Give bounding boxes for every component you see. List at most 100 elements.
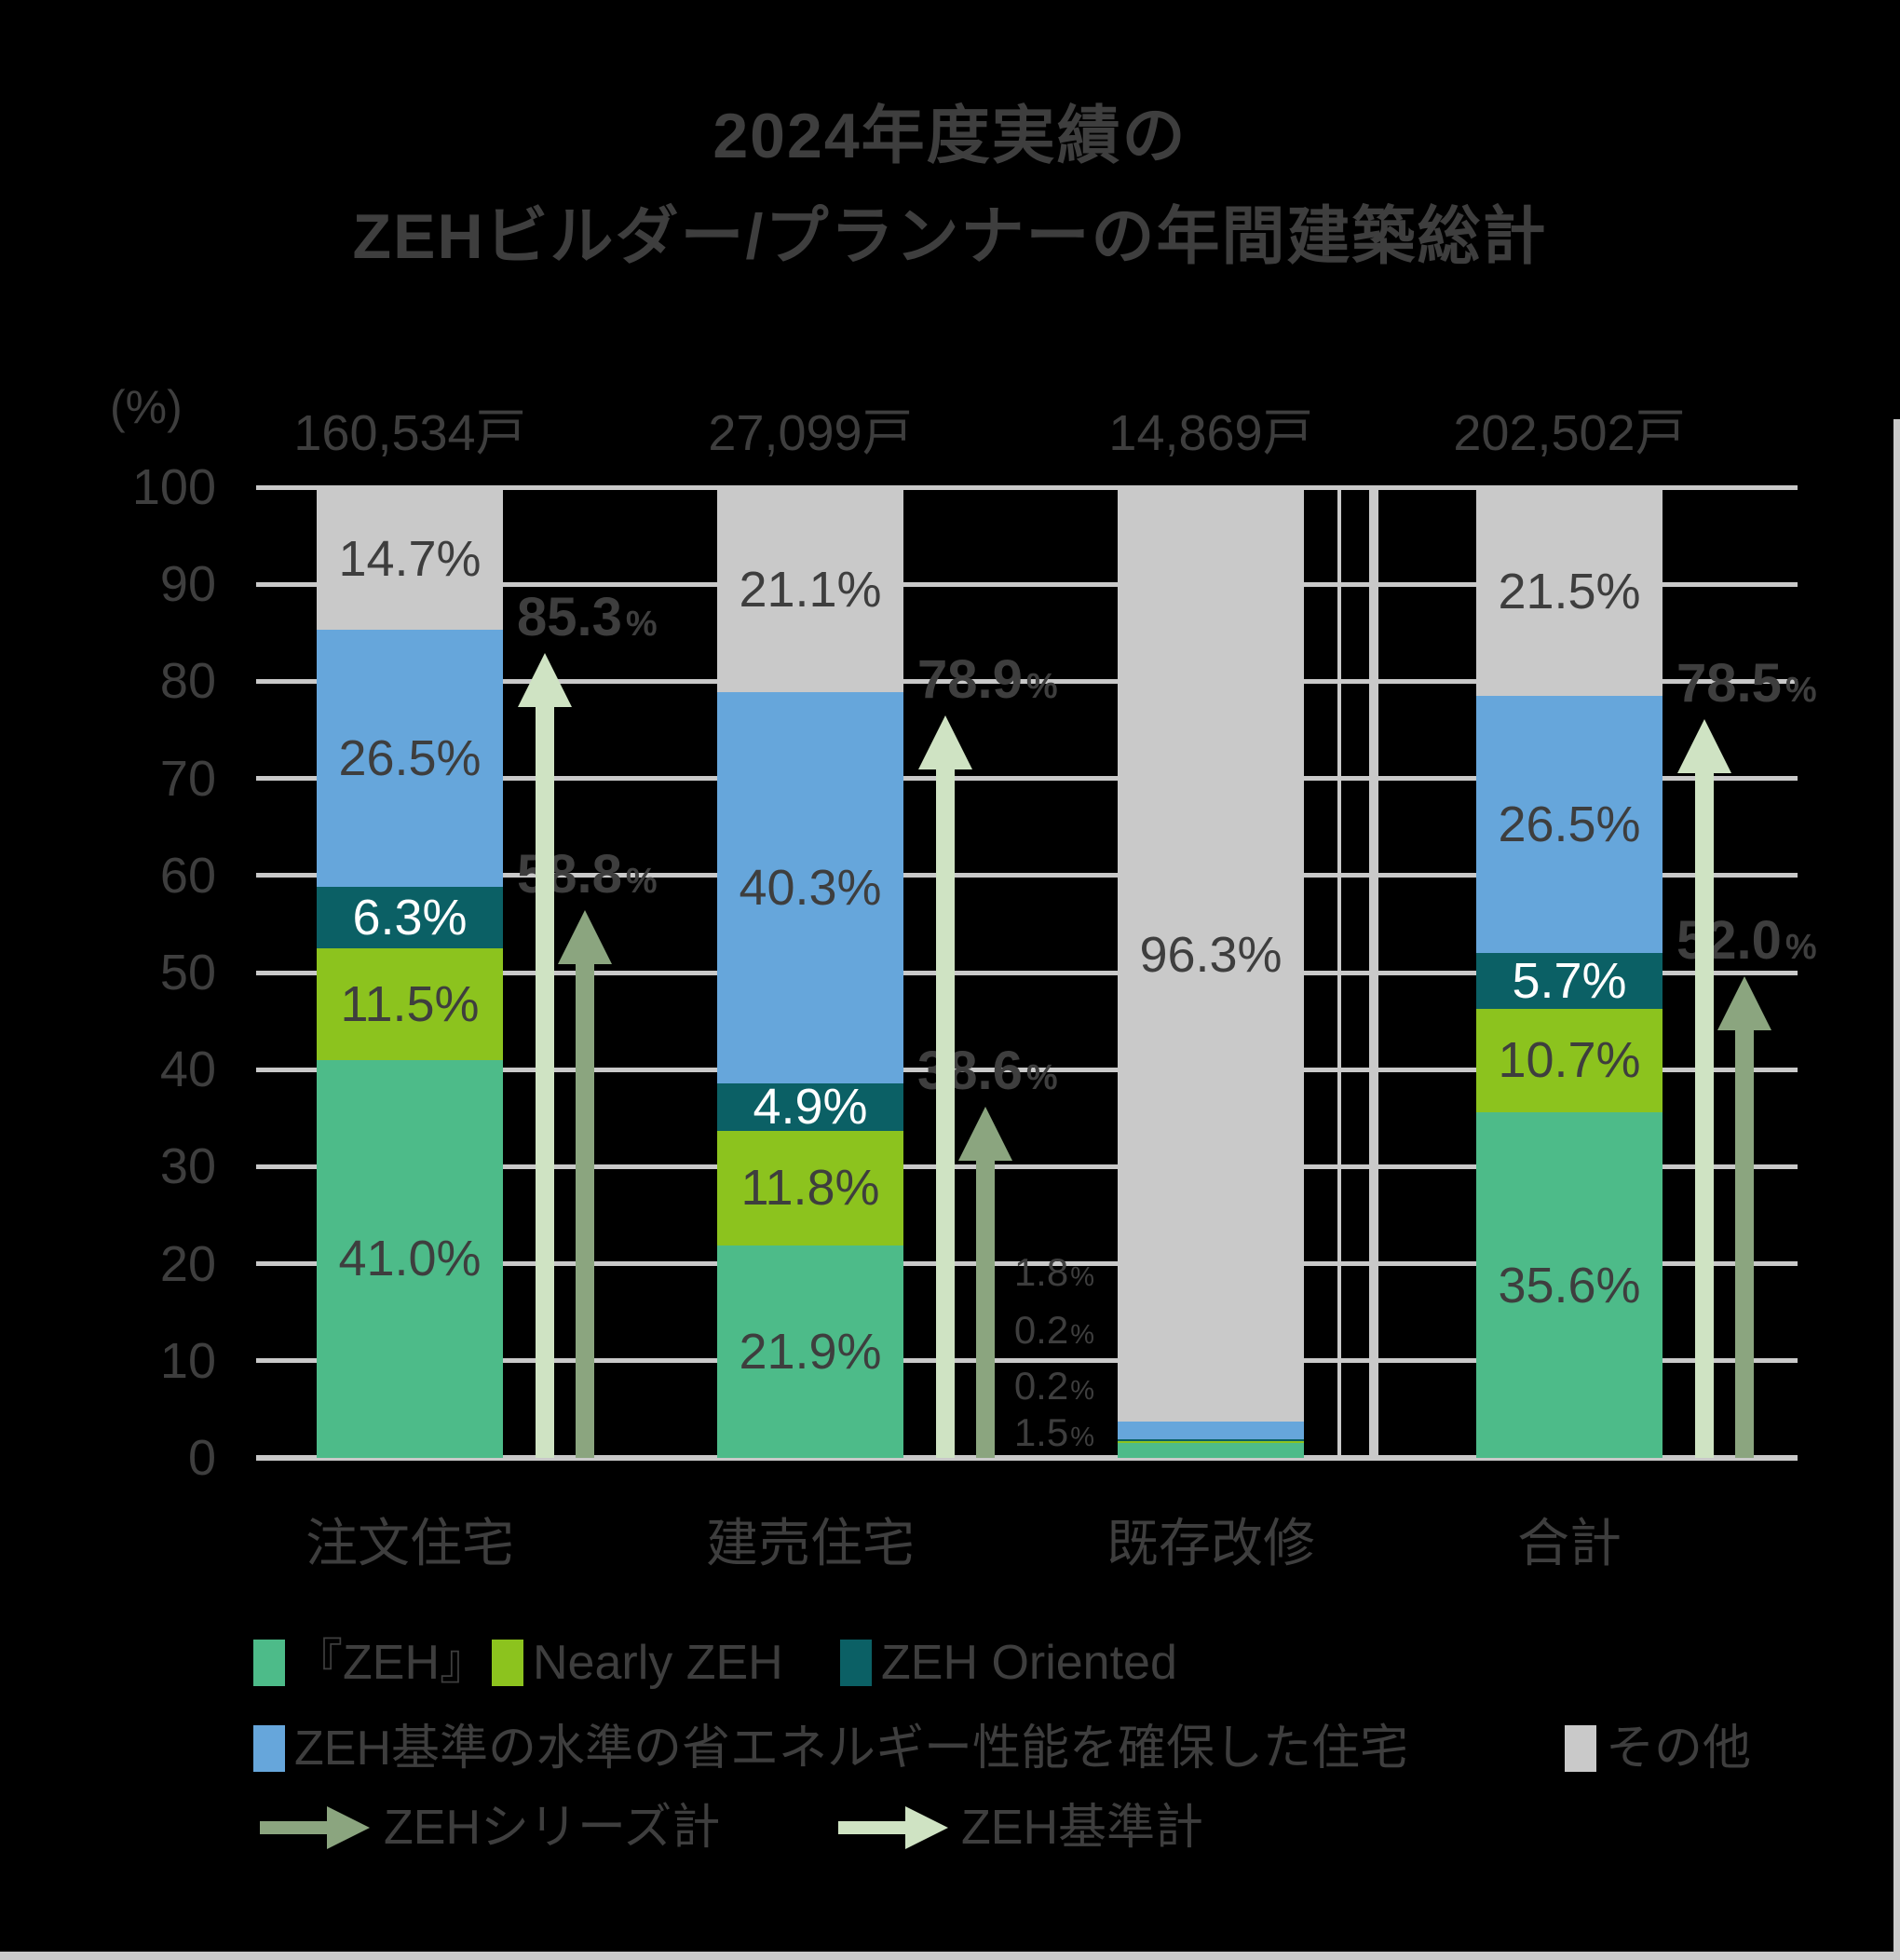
gridline-30 xyxy=(256,1164,1798,1169)
zeh-series-total-arrowhead-1 xyxy=(958,1106,1012,1161)
legend-swatch-other xyxy=(1565,1725,1596,1772)
zeh-standard-total-arrowhead-3 xyxy=(1677,719,1731,774)
zeh-series-total-arrow-num: 38.6 xyxy=(917,1040,1023,1101)
bar-1-label-nearly: 11.8% xyxy=(740,1160,880,1217)
section-separator-thick xyxy=(1369,487,1378,1461)
legend-arrow_series-arrow-shaft xyxy=(260,1821,329,1834)
gridline-10 xyxy=(256,1358,1798,1364)
gridline-90 xyxy=(256,581,1798,587)
bar-3-segment-zeh xyxy=(1476,1112,1662,1458)
legend-swatch-kijun xyxy=(253,1725,285,1772)
bar-0-label-nearly: 11.5% xyxy=(340,975,480,1032)
zeh-series-total-arrow-label-0: 58.8% xyxy=(517,843,658,905)
chart-title: 2024年度実績の ZEHビルダー/プランナーの年間建築総計 xyxy=(0,86,1900,287)
bar-2-outside-label-nearly: 0.2% xyxy=(815,1364,1094,1409)
y-tick-40: 40 xyxy=(159,1041,216,1098)
bar-2-segment-kijun xyxy=(1118,1422,1304,1440)
zeh-series-total-arrow-percent: % xyxy=(1025,1057,1058,1097)
zeh-series-total-arrow-shaft-3 xyxy=(1735,1025,1754,1458)
bar-0-segment-other xyxy=(317,487,503,631)
zeh-series-total-arrow-percent: % xyxy=(1785,928,1817,968)
bar-0-segment-oriented xyxy=(317,887,503,948)
bar-1-segment-other xyxy=(717,487,903,692)
bar-0-segment-zeh xyxy=(317,1059,503,1458)
bar-0-segment-nearly xyxy=(317,947,503,1060)
y-tick-0: 0 xyxy=(187,1430,216,1486)
bar-3-label-nearly: 10.7% xyxy=(1498,1032,1641,1089)
bar-1-segment-nearly xyxy=(717,1130,903,1245)
y-tick-60: 60 xyxy=(159,847,216,904)
zeh-standard-total-arrow-label-3: 78.5% xyxy=(1676,652,1817,715)
y-tick-50: 50 xyxy=(159,945,216,1000)
gridline-20 xyxy=(256,1261,1798,1267)
outside-label-num: 0.2 xyxy=(1013,1364,1069,1408)
bar-3-label-oriented: 5.7% xyxy=(1512,952,1627,1009)
zeh-standard-total-arrow-percent: % xyxy=(1785,671,1817,711)
legend-arrow_series-arrowhead xyxy=(327,1806,370,1849)
bar-2-outside-label-zeh: 1.5% xyxy=(815,1410,1094,1455)
zeh-standard-total-arrowhead-0 xyxy=(518,653,572,708)
outside-label-num: 1.8 xyxy=(1013,1250,1069,1294)
bar-0-label-zeh: 41.0% xyxy=(338,1231,482,1287)
category-label-1: 建売住宅 xyxy=(706,1514,915,1572)
y-tick-10: 10 xyxy=(159,1332,216,1389)
bar-2-segment-zeh xyxy=(1118,1443,1304,1458)
bar-2-segment-oriented xyxy=(1118,1439,1304,1442)
bar-1-segment-oriented xyxy=(717,1082,903,1131)
count-label-1: 27,099戸 xyxy=(708,405,913,461)
bar-0-label-kijun: 26.5% xyxy=(338,730,482,787)
y-tick-20: 20 xyxy=(159,1235,216,1292)
bar-3-label-zeh: 35.6% xyxy=(1498,1257,1641,1313)
bar-0-label-other: 14.7% xyxy=(338,530,482,587)
legend-label-arrow_kijun: ZEH基準計 xyxy=(961,1801,1204,1855)
legend-swatch-nearly xyxy=(492,1640,523,1686)
right-border-line xyxy=(1893,419,1900,1960)
zeh-series-total-arrow-num: 52.0 xyxy=(1676,910,1782,972)
outside-label-num: 0.2 xyxy=(1013,1308,1069,1352)
bar-3-segment-nearly xyxy=(1476,1008,1662,1113)
bottom-border-line xyxy=(0,1952,1900,1960)
bar-2-segment-nearly xyxy=(1118,1441,1304,1444)
outside-label-percent: % xyxy=(1070,1376,1094,1406)
section-separator-thin xyxy=(1337,487,1341,1461)
bar-3-segment-kijun xyxy=(1476,696,1662,954)
y-tick-70: 70 xyxy=(159,750,216,807)
y-tick-100: 100 xyxy=(131,459,216,515)
chart-title-line2: ZEHビルダー/プランナーの年間建築総計 xyxy=(352,201,1548,272)
zeh-standard-total-arrowhead-1 xyxy=(918,715,972,769)
zeh-standard-total-arrow-num: 78.9 xyxy=(917,648,1023,710)
outside-label-percent: % xyxy=(1070,1262,1094,1292)
zeh-standard-total-arrow-shaft-3 xyxy=(1695,768,1714,1458)
gridline-80 xyxy=(256,678,1798,684)
bar-3-label-other: 21.5% xyxy=(1498,564,1641,619)
category-label-0: 注文住宅 xyxy=(305,1514,514,1572)
legend-label-kijun: ZEH基準の水準の省エネルギー性能を確保した住宅 xyxy=(294,1722,1409,1776)
zeh-standard-total-arrow-percent: % xyxy=(1025,666,1058,706)
gridline-0 xyxy=(256,1455,1798,1461)
bar-3-segment-oriented xyxy=(1476,953,1662,1009)
bar-2-label-other: 96.3% xyxy=(1139,926,1282,983)
y-tick-80: 80 xyxy=(159,653,216,710)
zeh-series-total-arrow-label-1: 38.6% xyxy=(917,1040,1058,1102)
bar-2-segment-other xyxy=(1118,487,1304,1422)
bar-3-segment-other xyxy=(1476,487,1662,697)
gridline-50 xyxy=(256,970,1798,975)
bar-1-segment-kijun xyxy=(717,691,903,1083)
zeh-series-total-arrowhead-3 xyxy=(1717,976,1771,1031)
zeh-series-total-arrow-shaft-1 xyxy=(976,1154,995,1458)
y-tick-30: 30 xyxy=(159,1138,216,1195)
bar-2-outside-label-oriented: 0.2% xyxy=(815,1308,1094,1353)
zeh-standard-total-arrow-shaft-0 xyxy=(536,701,554,1458)
y-tick-90: 90 xyxy=(159,556,216,613)
zeh-standard-total-arrow-shaft-1 xyxy=(936,763,955,1458)
zeh-standard-total-arrow-label-1: 78.9% xyxy=(917,648,1058,711)
y-axis-unit-label: (%) xyxy=(110,381,183,433)
chart-title-line1: 2024年度実績の xyxy=(712,101,1188,171)
zeh-standard-total-arrow-percent: % xyxy=(625,605,658,645)
zeh-series-total-arrow-label-3: 52.0% xyxy=(1676,909,1817,972)
legend-label-zeh: 『ZEH』 xyxy=(294,1636,489,1690)
bar-0-segment-kijun xyxy=(317,630,503,888)
zeh-standard-total-arrow-num: 85.3 xyxy=(517,587,622,648)
